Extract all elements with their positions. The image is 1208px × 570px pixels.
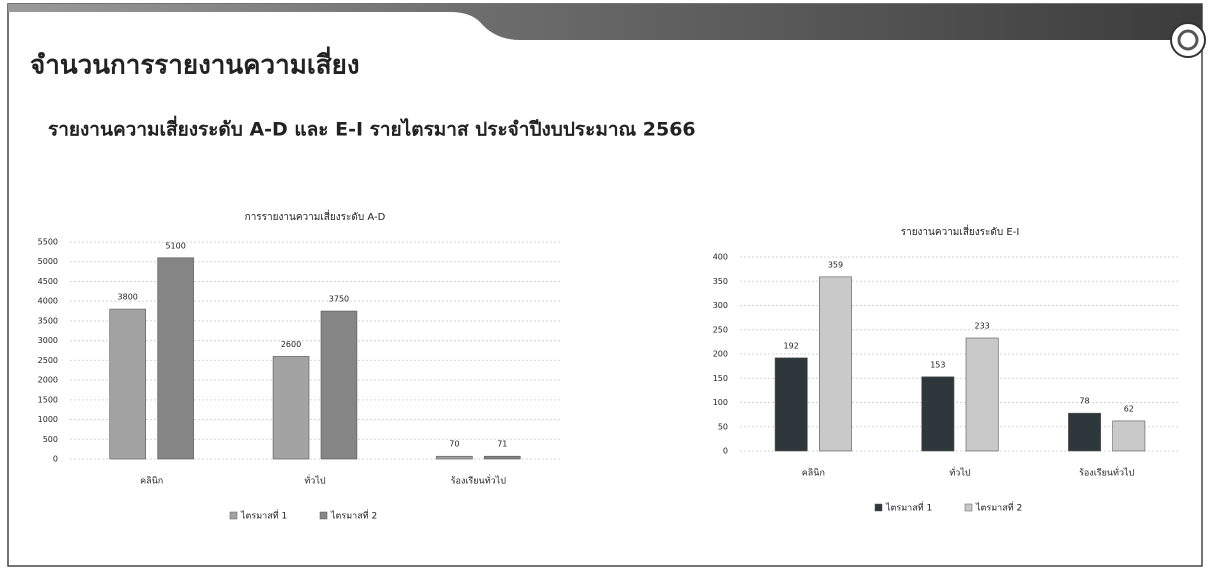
legend-swatch [874, 503, 883, 512]
x-tick-label: ทั่วไป [949, 466, 971, 479]
y-tick-label: 2000 [38, 376, 58, 385]
y-tick-label: 250 [713, 325, 728, 334]
y-tick-label: 5000 [38, 257, 58, 266]
bar [774, 357, 808, 452]
y-tick-label: 0 [723, 447, 728, 456]
bar [109, 308, 146, 460]
y-tick-label: 1500 [38, 395, 58, 404]
bar [320, 310, 358, 460]
legend-swatch [964, 503, 973, 512]
legend-swatch [229, 511, 238, 520]
y-tick-label: 300 [713, 301, 728, 310]
y-tick-label: 4000 [38, 297, 58, 306]
data-label: 359 [828, 260, 843, 269]
y-tick-label: 2500 [38, 356, 58, 365]
y-tick-label: 5500 [38, 238, 58, 247]
y-tick-label: 200 [713, 350, 728, 359]
x-tick-label: คลินิก [140, 476, 163, 487]
y-tick-label: 500 [43, 435, 58, 444]
data-label: 233 [974, 321, 989, 330]
data-label: 78 [1079, 397, 1089, 406]
chart-title: รายงานความเสี่ยงระดับ E-I [901, 224, 1020, 238]
bar [484, 455, 521, 460]
y-tick-label: 3500 [38, 316, 58, 325]
slide-subtitle: รายงานความเสี่ยงระดับ A-D และ E-I รายไตร… [48, 116, 696, 141]
data-label: 2600 [281, 340, 301, 349]
y-tick-label: 0 [53, 455, 58, 464]
y-tick-label: 3000 [38, 336, 58, 345]
y-tick-label: 1000 [38, 415, 58, 424]
x-tick-label: ร้องเรียนทั่วไป [451, 474, 506, 487]
chart-title: การรายงานความเสี่ยงระดับ A-D [245, 209, 386, 223]
header-band [8, 4, 1202, 40]
bar [157, 257, 194, 460]
y-tick-label: 400 [713, 253, 728, 262]
bar [1112, 420, 1146, 452]
data-label: 3800 [118, 293, 138, 302]
y-tick-label: 150 [713, 374, 728, 383]
data-label: 192 [784, 341, 799, 350]
data-label: 3750 [329, 295, 349, 304]
legend-swatch [319, 511, 328, 520]
bar [272, 356, 310, 460]
legend-label: ไตรมาสที่ 1 [885, 501, 932, 514]
x-tick-label: คลินิก [802, 468, 825, 479]
legend-label: ไตรมาสที่ 2 [330, 509, 377, 522]
x-tick-label: ร้องเรียนทั่วไป [1079, 466, 1134, 479]
bar [436, 455, 473, 460]
y-tick-label: 50 [718, 422, 728, 431]
legend-label: ไตรมาสที่ 1 [240, 509, 287, 522]
legend-label: ไตรมาสที่ 2 [975, 501, 1022, 514]
data-label: 5100 [165, 241, 185, 250]
x-tick-label: ทั่วไป [304, 474, 326, 487]
data-label: 62 [1124, 404, 1134, 413]
data-label: 71 [497, 440, 507, 449]
bar [965, 337, 999, 452]
bar [1068, 412, 1101, 452]
slide-title: จำนวนการรายงานความเสี่ยง [30, 46, 360, 81]
y-tick-label: 350 [713, 277, 728, 286]
data-label: 70 [449, 440, 459, 449]
bar [921, 376, 955, 452]
logo-inner [1177, 29, 1199, 51]
logo [1170, 22, 1206, 58]
data-label: 153 [930, 360, 945, 369]
y-tick-label: 4500 [38, 277, 58, 286]
bar [819, 276, 852, 452]
y-tick-label: 100 [713, 398, 728, 407]
